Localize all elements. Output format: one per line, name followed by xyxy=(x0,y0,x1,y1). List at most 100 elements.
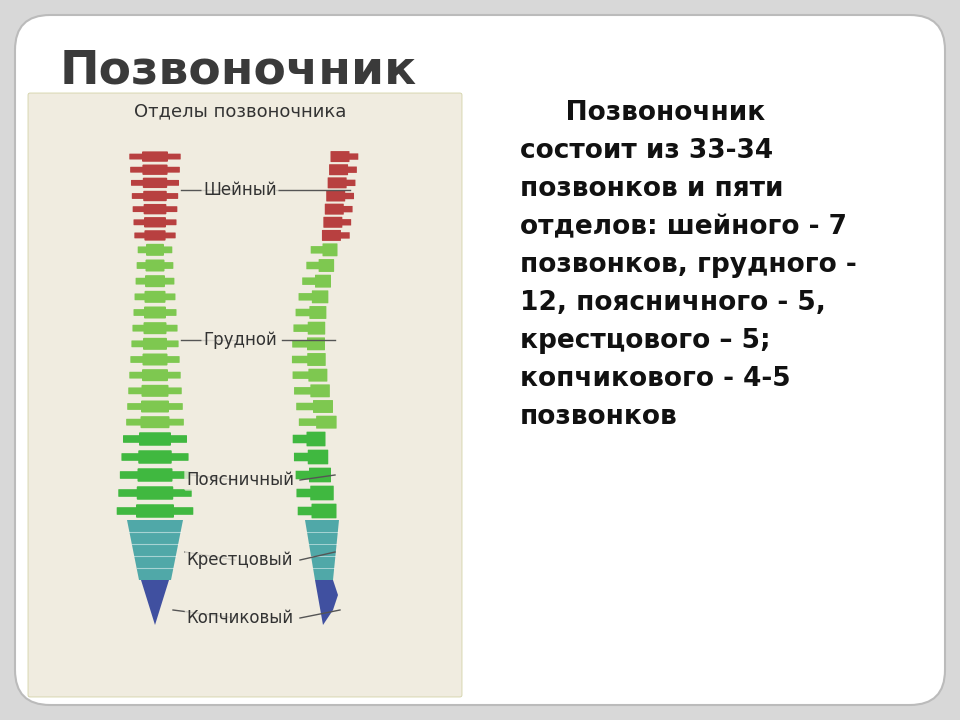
FancyBboxPatch shape xyxy=(323,243,338,256)
FancyBboxPatch shape xyxy=(132,325,145,332)
Polygon shape xyxy=(315,580,338,625)
Text: состоит из 33-34: состоит из 33-34 xyxy=(520,138,773,164)
FancyBboxPatch shape xyxy=(322,230,341,241)
FancyBboxPatch shape xyxy=(130,372,143,379)
FancyBboxPatch shape xyxy=(342,219,351,225)
FancyBboxPatch shape xyxy=(294,325,308,332)
FancyBboxPatch shape xyxy=(135,278,147,284)
FancyBboxPatch shape xyxy=(329,164,348,175)
FancyBboxPatch shape xyxy=(164,309,177,316)
FancyBboxPatch shape xyxy=(140,416,170,428)
FancyBboxPatch shape xyxy=(142,369,168,381)
FancyBboxPatch shape xyxy=(163,278,175,284)
FancyBboxPatch shape xyxy=(145,275,165,287)
FancyBboxPatch shape xyxy=(143,178,167,188)
FancyBboxPatch shape xyxy=(306,262,320,269)
FancyBboxPatch shape xyxy=(299,418,317,426)
FancyBboxPatch shape xyxy=(293,372,309,379)
FancyBboxPatch shape xyxy=(312,290,328,303)
FancyBboxPatch shape xyxy=(132,206,145,212)
FancyBboxPatch shape xyxy=(308,369,327,382)
FancyBboxPatch shape xyxy=(167,403,182,410)
FancyBboxPatch shape xyxy=(306,432,325,446)
Text: Копчиковый: Копчиковый xyxy=(186,609,294,627)
FancyBboxPatch shape xyxy=(294,387,311,395)
FancyBboxPatch shape xyxy=(307,338,325,351)
FancyBboxPatch shape xyxy=(292,356,308,364)
FancyBboxPatch shape xyxy=(307,353,325,366)
Text: Позвоночник: Позвоночник xyxy=(60,48,418,93)
FancyBboxPatch shape xyxy=(308,322,325,335)
FancyBboxPatch shape xyxy=(310,384,330,397)
FancyBboxPatch shape xyxy=(142,164,168,175)
FancyBboxPatch shape xyxy=(136,262,147,269)
FancyBboxPatch shape xyxy=(173,507,193,515)
FancyBboxPatch shape xyxy=(118,489,138,497)
FancyBboxPatch shape xyxy=(130,153,143,160)
FancyBboxPatch shape xyxy=(133,220,146,225)
FancyBboxPatch shape xyxy=(131,356,144,363)
FancyBboxPatch shape xyxy=(141,384,169,397)
FancyBboxPatch shape xyxy=(324,204,344,215)
Text: Шейный: Шейный xyxy=(204,181,276,199)
FancyBboxPatch shape xyxy=(165,206,178,212)
FancyBboxPatch shape xyxy=(146,244,164,256)
FancyBboxPatch shape xyxy=(170,435,187,443)
FancyBboxPatch shape xyxy=(298,507,312,516)
FancyBboxPatch shape xyxy=(143,322,166,334)
FancyBboxPatch shape xyxy=(340,233,349,238)
FancyBboxPatch shape xyxy=(132,341,145,347)
FancyBboxPatch shape xyxy=(348,153,358,160)
FancyBboxPatch shape xyxy=(308,450,328,464)
FancyBboxPatch shape xyxy=(137,246,148,253)
FancyBboxPatch shape xyxy=(141,400,169,413)
FancyBboxPatch shape xyxy=(134,233,146,238)
FancyBboxPatch shape xyxy=(144,217,166,228)
FancyBboxPatch shape xyxy=(133,309,146,316)
Text: 12, поясничного - 5,: 12, поясничного - 5, xyxy=(520,290,826,316)
FancyBboxPatch shape xyxy=(313,400,333,413)
Text: отделов: шейного - 7: отделов: шейного - 7 xyxy=(520,214,847,240)
Text: Крестцовый: Крестцовый xyxy=(187,551,293,569)
FancyBboxPatch shape xyxy=(120,471,139,479)
FancyBboxPatch shape xyxy=(129,387,143,395)
FancyBboxPatch shape xyxy=(167,387,181,395)
FancyBboxPatch shape xyxy=(302,277,316,285)
FancyBboxPatch shape xyxy=(126,419,142,426)
FancyBboxPatch shape xyxy=(315,275,331,287)
Text: позвонков, грудного -: позвонков, грудного - xyxy=(520,252,856,278)
FancyBboxPatch shape xyxy=(293,435,307,444)
Text: Грудной: Грудной xyxy=(204,331,276,349)
FancyBboxPatch shape xyxy=(145,291,165,303)
FancyBboxPatch shape xyxy=(348,166,357,173)
FancyBboxPatch shape xyxy=(327,177,347,189)
FancyBboxPatch shape xyxy=(166,356,180,363)
FancyBboxPatch shape xyxy=(139,432,171,446)
FancyBboxPatch shape xyxy=(316,415,337,428)
FancyBboxPatch shape xyxy=(311,246,324,253)
FancyBboxPatch shape xyxy=(142,151,168,162)
FancyBboxPatch shape xyxy=(311,504,337,518)
Text: позвонков и пяти: позвонков и пяти xyxy=(520,176,783,202)
FancyBboxPatch shape xyxy=(165,325,178,332)
Text: позвонков: позвонков xyxy=(520,404,678,430)
FancyBboxPatch shape xyxy=(297,402,314,410)
Text: Позвоночник: Позвоночник xyxy=(520,100,765,126)
FancyBboxPatch shape xyxy=(294,453,308,462)
FancyBboxPatch shape xyxy=(345,193,354,199)
FancyBboxPatch shape xyxy=(163,262,174,269)
FancyBboxPatch shape xyxy=(136,504,174,518)
Polygon shape xyxy=(127,520,183,580)
FancyBboxPatch shape xyxy=(131,180,144,186)
FancyBboxPatch shape xyxy=(144,204,166,215)
FancyBboxPatch shape xyxy=(28,93,462,697)
FancyBboxPatch shape xyxy=(310,486,334,500)
FancyBboxPatch shape xyxy=(143,191,167,201)
FancyBboxPatch shape xyxy=(309,468,331,482)
FancyBboxPatch shape xyxy=(296,309,310,316)
FancyBboxPatch shape xyxy=(166,372,180,379)
FancyBboxPatch shape xyxy=(324,217,343,228)
Text: крестцового – 5;: крестцового – 5; xyxy=(520,328,771,354)
Polygon shape xyxy=(305,520,339,580)
FancyBboxPatch shape xyxy=(132,193,145,199)
